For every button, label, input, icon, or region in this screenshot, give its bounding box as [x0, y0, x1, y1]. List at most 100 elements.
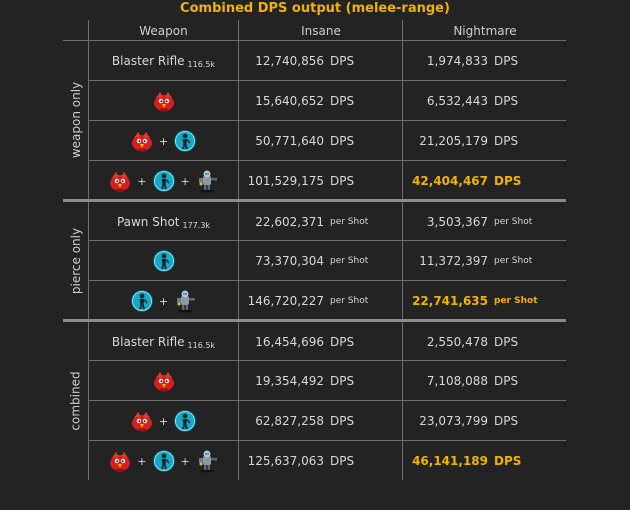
weapon-damage: 116.5k [187, 340, 216, 350]
nightmare-dps-cell: 6,532,443 DPS [404, 81, 554, 121]
dps-value: 11,372,397 [419, 254, 488, 268]
insane-dps-cell: 62,827,258 DPS [240, 401, 390, 441]
weapon-cell: + + [89, 441, 238, 481]
nightmare-dps-cell: 42,404,467 DPS [404, 161, 554, 201]
dps-unit: DPS [330, 374, 355, 388]
red-bird-icon [152, 369, 176, 393]
cyan-pawn-icon [152, 249, 176, 273]
grid-line [88, 280, 566, 281]
dps-unit: DPS [494, 174, 522, 188]
dps-unit: DPS [330, 414, 355, 428]
weapon-cell: + [89, 121, 238, 161]
nightmare-dps-cell: 23,073,799 DPS [404, 401, 554, 441]
dps-value: 62,827,258 [255, 414, 324, 428]
weapon-cell: Pawn Shot 177.3k [89, 202, 238, 242]
dps-unit: DPS [330, 134, 355, 148]
grid-line [88, 120, 566, 121]
insane-dps-cell: 19,354,492 DPS [240, 361, 390, 401]
dps-unit: DPS [330, 454, 355, 468]
cyan-pawn-icon [130, 289, 154, 313]
dps-value: 50,771,640 [255, 134, 324, 148]
group-separator [63, 199, 566, 202]
insane-dps-cell: 125,637,063 DPS [240, 441, 390, 481]
dps-value: 125,637,063 [247, 454, 324, 468]
nightmare-dps-cell: 3,503,367 per Shot [404, 202, 554, 242]
dps-value: 22,602,371 [255, 215, 324, 229]
nightmare-dps-cell: 7,108,088 DPS [404, 361, 554, 401]
nightmare-dps-cell: 22,741,635 per Shot [404, 281, 554, 321]
weapon-cell: Blaster Rifle 116.5k [89, 41, 238, 81]
dps-value: 6,532,443 [426, 94, 488, 108]
plus-sign: + [180, 174, 190, 188]
dps-unit: per Shot [494, 296, 538, 306]
dps-value: 23,073,799 [419, 414, 488, 428]
weapon-cell: + [89, 401, 238, 441]
dps-unit: per Shot [330, 256, 369, 266]
grid-line [88, 400, 566, 401]
dps-unit: DPS [494, 454, 522, 468]
cyan-pawn-icon [152, 449, 176, 473]
red-bird-icon [152, 89, 176, 113]
nightmare-dps-cell: 2,550,478 DPS [404, 322, 554, 362]
dps-unit: DPS [494, 134, 519, 148]
insane-dps-cell: 16,454,696 DPS [240, 322, 390, 362]
group-label-combined: combined [69, 371, 83, 431]
dps-unit: per Shot [494, 217, 533, 227]
header-weapon: Weapon [139, 24, 188, 38]
red-bird-icon [108, 449, 132, 473]
group-label-weapon-only: weapon only [69, 81, 83, 159]
plus-sign: + [158, 294, 169, 308]
dps-value: 42,404,467 [412, 174, 488, 188]
grid-line [402, 20, 403, 480]
grid-line [88, 80, 566, 81]
weapon-cell: + [89, 281, 238, 321]
cyan-pawn-icon [152, 169, 176, 193]
insane-dps-cell: 50,771,640 DPS [240, 121, 390, 161]
insane-dps-cell: 15,640,652 DPS [240, 81, 390, 121]
plus-sign: + [180, 454, 190, 468]
dps-unit: DPS [494, 54, 519, 68]
insane-dps-cell: 73,370,304 per Shot [240, 241, 390, 281]
dps-unit: DPS [494, 374, 519, 388]
nightmare-dps-cell: 46,141,189 DPS [404, 441, 554, 481]
grid-line [88, 20, 89, 480]
cyan-pawn-icon [173, 129, 197, 153]
insane-dps-cell: 12,740,856 DPS [240, 41, 390, 81]
dps-unit: DPS [330, 335, 355, 349]
dps-value: 21,205,179 [419, 134, 488, 148]
dps-value: 73,370,304 [255, 254, 324, 268]
dps-unit: per Shot [330, 217, 369, 227]
dps-value: 7,108,088 [426, 374, 488, 388]
dps-value: 22,741,635 [412, 294, 488, 308]
dps-value: 2,550,478 [426, 335, 488, 349]
dps-value: 3,503,367 [426, 215, 488, 229]
insane-dps-cell: 146,720,227 per Shot [240, 281, 390, 321]
dps-unit: DPS [330, 174, 355, 188]
header-nightmare: Nightmare [453, 24, 517, 38]
grid-line [63, 40, 566, 41]
plus-sign: + [137, 454, 147, 468]
dps-value: 46,141,189 [412, 454, 488, 468]
plus-sign: + [158, 134, 169, 148]
robot-gunner-icon [173, 289, 197, 313]
dps-value: 12,740,856 [255, 54, 324, 68]
grid-line [88, 240, 566, 241]
weapon-cell [89, 361, 238, 401]
cyan-pawn-icon [173, 409, 197, 433]
dps-unit: DPS [494, 414, 519, 428]
group-separator [63, 319, 566, 322]
nightmare-dps-cell: 21,205,179 DPS [404, 121, 554, 161]
header-insane: Insane [301, 24, 341, 38]
dps-unit: DPS [494, 335, 519, 349]
dps-unit: DPS [494, 94, 519, 108]
weapon-name: Blaster Rifle [111, 335, 185, 349]
red-bird-icon [130, 129, 154, 153]
insane-dps-cell: 101,529,175 DPS [240, 161, 390, 201]
grid-line [88, 440, 566, 441]
page-title: Combined DPS output (melee-range) [180, 1, 450, 16]
insane-dps-cell: 22,602,371 per Shot [240, 202, 390, 242]
dps-value: 19,354,492 [255, 374, 324, 388]
robot-gunner-icon [195, 169, 219, 193]
weapon-cell: + + [89, 161, 238, 201]
weapon-cell [89, 81, 238, 121]
